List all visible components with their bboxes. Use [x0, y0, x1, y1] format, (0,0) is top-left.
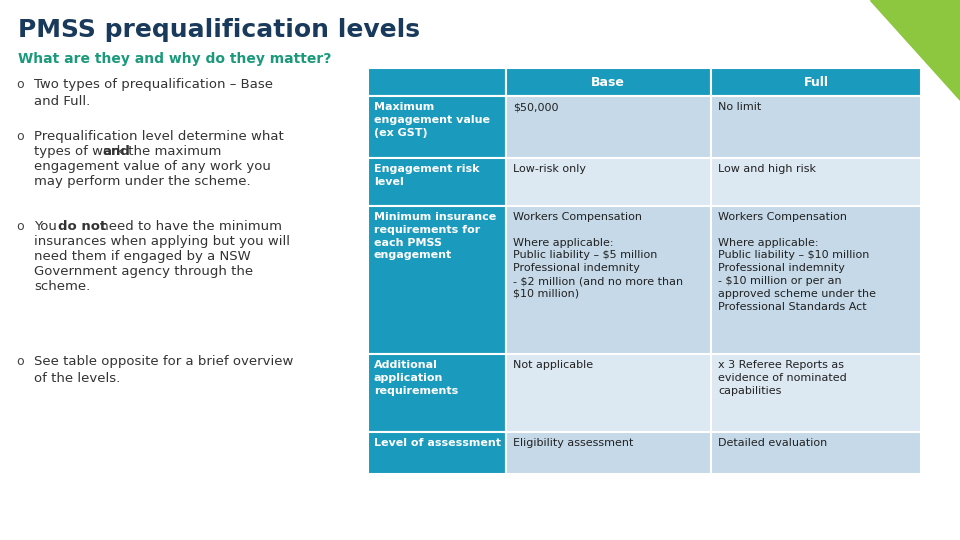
Text: the maximum: the maximum	[124, 145, 222, 158]
Text: Low and high risk: Low and high risk	[718, 164, 816, 174]
Text: Eligibility assessment: Eligibility assessment	[513, 438, 634, 448]
Bar	[506, 158, 711, 206]
Text: $50,000: $50,000	[513, 102, 559, 112]
Bar	[506, 206, 711, 354]
Text: Full: Full	[804, 76, 828, 89]
Text: o: o	[16, 220, 24, 233]
Text: Two types of prequalification – Base
and Full.: Two types of prequalification – Base and…	[34, 78, 273, 108]
Text: Maximum
engagement value
(ex GST): Maximum engagement value (ex GST)	[374, 102, 490, 138]
Bar	[368, 354, 506, 432]
Text: Low-risk only: Low-risk only	[513, 164, 586, 174]
Bar	[368, 206, 506, 354]
Text: What are they and why do they matter?: What are they and why do they matter?	[18, 52, 331, 66]
Text: Government agency through the: Government agency through the	[34, 265, 253, 278]
Text: Prequalification level determine what: Prequalification level determine what	[34, 130, 284, 143]
Text: See table opposite for a brief overview
of the levels.: See table opposite for a brief overview …	[34, 355, 294, 385]
Bar	[711, 354, 921, 432]
Bar	[506, 68, 711, 96]
Bar	[368, 68, 506, 96]
Bar	[506, 96, 711, 158]
Text: o: o	[16, 355, 24, 368]
Bar	[506, 432, 711, 474]
Text: Level of assessment: Level of assessment	[374, 438, 501, 448]
Text: do not: do not	[58, 220, 107, 233]
Bar	[368, 96, 506, 158]
Text: x 3 Referee Reports as
evidence of nominated
capabilities: x 3 Referee Reports as evidence of nomin…	[718, 360, 847, 396]
Bar	[506, 354, 711, 432]
Text: Engagement risk
level: Engagement risk level	[374, 164, 479, 187]
Text: o: o	[16, 78, 24, 91]
Bar	[368, 432, 506, 474]
Text: You: You	[34, 220, 61, 233]
Text: may perform under the scheme.: may perform under the scheme.	[34, 175, 251, 188]
Text: types of work: types of work	[34, 145, 129, 158]
Text: engagement value of any work you: engagement value of any work you	[34, 160, 271, 173]
Bar	[711, 96, 921, 158]
Text: Not applicable: Not applicable	[513, 360, 593, 370]
Text: Detailed evaluation: Detailed evaluation	[718, 438, 828, 448]
Text: and: and	[102, 145, 130, 158]
Text: Additional
application
requirements: Additional application requirements	[374, 360, 458, 396]
Text: scheme.: scheme.	[34, 280, 90, 293]
Bar	[711, 206, 921, 354]
Text: PMSS prequalification levels: PMSS prequalification levels	[18, 18, 420, 42]
Text: Base: Base	[591, 76, 625, 89]
Text: insurances when applying but you will: insurances when applying but you will	[34, 235, 290, 248]
Text: Workers Compensation

Where applicable:
Public liability – $10 million
Professio: Workers Compensation Where applicable: P…	[718, 212, 876, 312]
Bar	[711, 432, 921, 474]
Text: o: o	[16, 130, 24, 143]
Text: need to have the minimum: need to have the minimum	[96, 220, 282, 233]
Bar	[711, 68, 921, 96]
Text: No limit: No limit	[718, 102, 761, 112]
Text: Workers Compensation

Where applicable:
Public liability – $5 million
Profession: Workers Compensation Where applicable: P…	[513, 212, 684, 299]
Text: need them if engaged by a NSW: need them if engaged by a NSW	[34, 250, 251, 263]
Bar	[368, 158, 506, 206]
Bar	[711, 158, 921, 206]
Polygon shape	[870, 0, 960, 100]
Text: Minimum insurance
requirements for
each PMSS
engagement: Minimum insurance requirements for each …	[374, 212, 496, 260]
